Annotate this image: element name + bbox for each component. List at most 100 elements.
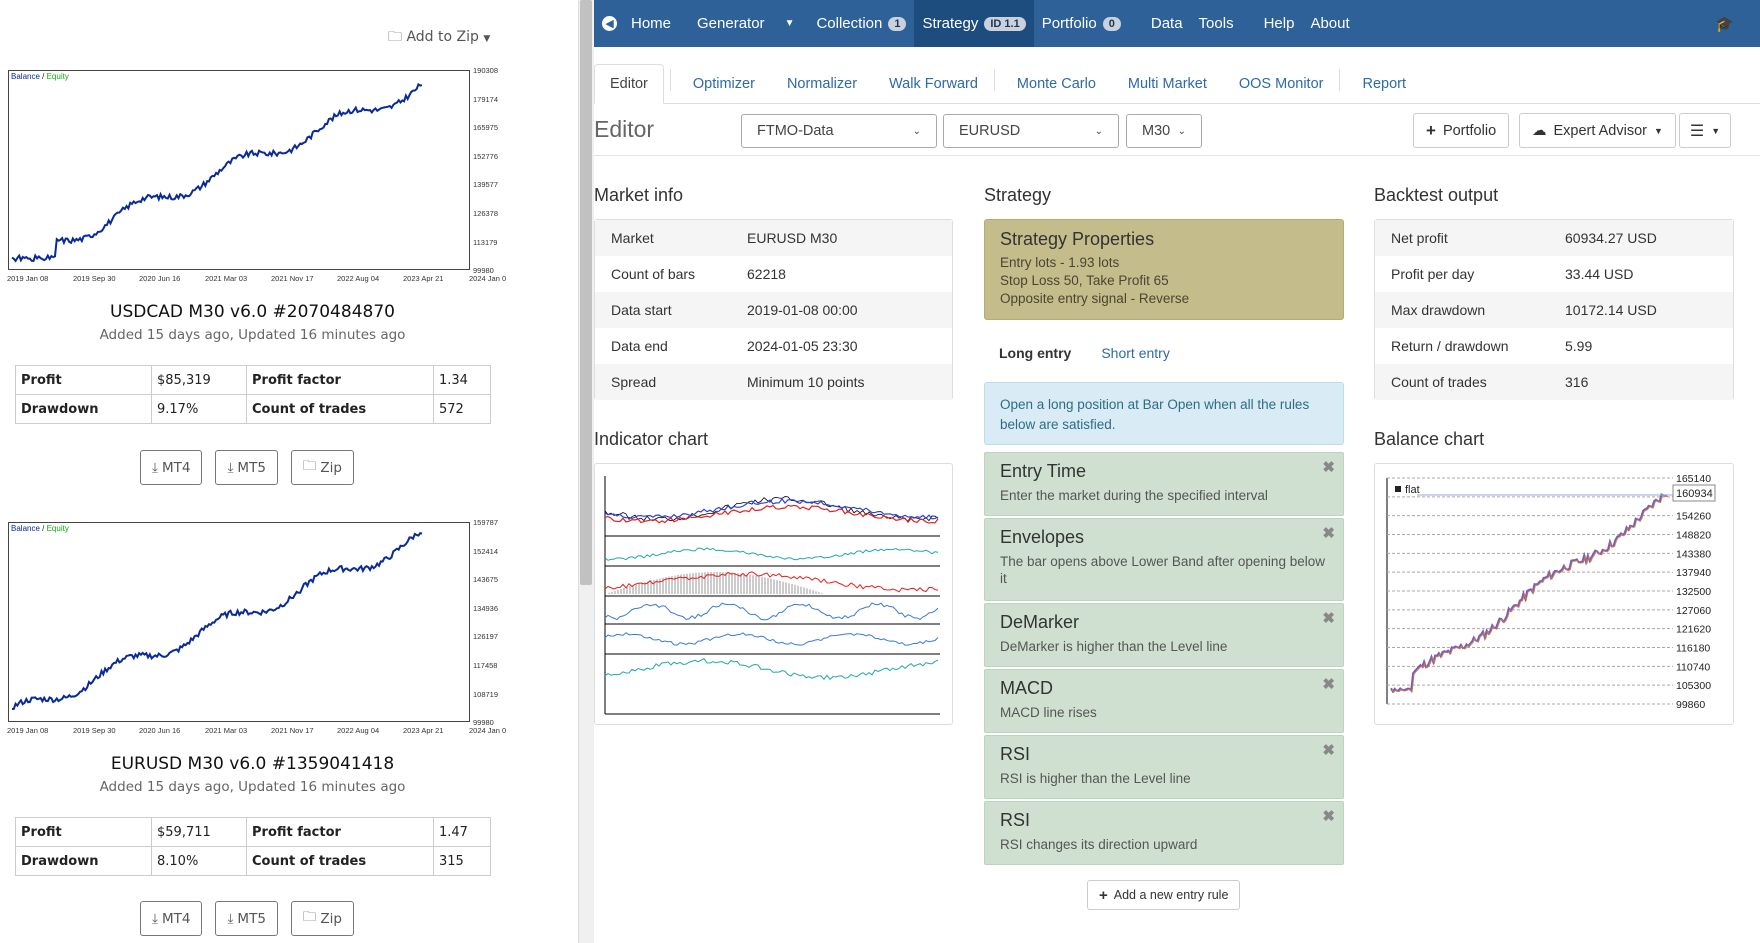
nav-strategy[interactable]: Strategy ID 1.1: [914, 0, 1034, 47]
legend-swatch: [1395, 486, 1401, 492]
expert-advisor-button[interactable]: ☁ Expert Advisor ▼: [1519, 113, 1676, 148]
chevron-down-icon: ⌄: [1094, 125, 1103, 137]
entry-rule-card[interactable]: MACD MACD line rises ✖: [984, 669, 1344, 733]
caret-down-icon: ▼: [1654, 125, 1663, 136]
data-source-select[interactable]: FTMO-Data ⌄: [741, 114, 937, 148]
nav-generator[interactable]: Generator ▼: [689, 0, 802, 47]
nav-home[interactable]: ◀ Home: [594, 0, 679, 47]
close-icon[interactable]: ✖: [1322, 610, 1335, 627]
add-to-zip-button[interactable]: 🗀 Add to Zip ▼: [388, 26, 490, 50]
close-icon[interactable]: ✖: [1322, 676, 1335, 693]
backtest-label: Net profit: [1391, 230, 1448, 246]
tab-report[interactable]: Report: [1362, 76, 1407, 92]
strategy-properties-title: Strategy Properties: [1000, 229, 1155, 249]
scrollbar-thumb[interactable]: [580, 0, 592, 585]
balance-line: [11, 532, 423, 710]
add-entry-rule-button[interactable]: + Add a new entry rule: [1087, 880, 1241, 910]
tab-oos-monitor[interactable]: OOS Monitor: [1238, 76, 1324, 92]
y-tick-label: 154260: [1676, 511, 1711, 523]
tab-monte-carlo[interactable]: Monte Carlo: [1016, 76, 1096, 92]
symbol-select[interactable]: EURUSD ⌄: [943, 114, 1119, 148]
cloud-download-icon: ☁: [1532, 122, 1547, 139]
symbol-value: EURUSD: [959, 123, 1021, 139]
strategy-title[interactable]: EURUSD M30 v6.0 #1359041418: [110, 754, 395, 774]
x-tick-label: 2019 Sep 30: [73, 726, 116, 735]
download-mt4-label: MT4: [161, 910, 191, 927]
nav-data[interactable]: Data: [1150, 15, 1183, 32]
close-icon[interactable]: ✖: [1322, 525, 1335, 542]
period-value: M30: [1142, 123, 1171, 139]
x-tick-label: 2019 Sep 30: [73, 274, 116, 283]
stats-table: Profit $85,319 Profit factor 1.34 Drawdown 9…: [15, 365, 491, 424]
download-zip-button[interactable]: 🗀 Zip: [290, 901, 354, 936]
graduation-cap-icon[interactable]: 🎓: [1715, 15, 1734, 33]
demarker-line: [604, 547, 939, 561]
current-value-box: [1672, 484, 1716, 502]
y-tick-label: 126197: [473, 632, 499, 642]
strategy-properties-panel[interactable]: Strategy Properties Entry lots - 1.93 lo…: [984, 219, 1344, 320]
nav-portfolio[interactable]: Portfolio 0: [1034, 0, 1129, 47]
nav-about[interactable]: About: [1310, 15, 1350, 32]
entry-rule-card[interactable]: RSI RSI changes its direction upward ✖: [984, 801, 1344, 865]
tab-multi-market[interactable]: Multi Market: [1127, 76, 1207, 92]
y-tick-label: 190308: [473, 66, 499, 75]
tab-optimizer[interactable]: Optimizer: [692, 76, 755, 92]
download-mt5-button[interactable]: ⤓ MT5: [215, 450, 278, 485]
entry-lots-text: Entry lots - 1.93 lots: [1000, 255, 1120, 270]
tab-walk-forward[interactable]: Walk Forward: [889, 76, 978, 92]
download-mt5-label: MT5: [237, 459, 266, 476]
expert-advisor-label: Expert Advisor: [1553, 122, 1648, 139]
collection-count-badge: 1: [888, 16, 907, 31]
nav-collection[interactable]: Collection 1: [808, 0, 914, 47]
tab-separator: [993, 69, 995, 91]
rule-description: Enter the market during the specified in…: [1000, 488, 1268, 503]
y-tick-label: 152414: [473, 546, 499, 556]
x-tick-label: 2019 Jan 08: [7, 726, 49, 735]
stop-loss-take-profit-text: Stop Loss 50, Take Profit 65: [1000, 273, 1169, 288]
period-select[interactable]: M30 ⌄: [1126, 114, 1202, 148]
market-info-label: Spread: [611, 374, 657, 390]
top-navbar: ◀ Home Generator ▼ Collection 1 Strategy ID …: [594, 0, 1760, 47]
add-to-portfolio-button[interactable]: + Portfolio: [1413, 113, 1510, 148]
strategy-id-badge: ID 1.1: [984, 16, 1026, 31]
download-zip-button[interactable]: 🗀 Zip: [290, 450, 354, 485]
download-mt4-button[interactable]: ⤓ MT4: [140, 450, 203, 485]
nav-generator-label: Generator: [697, 15, 765, 32]
backtest-value: 60934.27 USD: [1565, 230, 1657, 246]
rule-title: Entry Time: [1000, 461, 1087, 481]
download-mt5-label: MT5: [237, 910, 266, 927]
count-of-trades-value: 315: [433, 846, 491, 876]
rsi-line: [604, 658, 939, 681]
download-zip-label: Zip: [320, 459, 342, 476]
tab-editor[interactable]: Editor: [594, 64, 664, 104]
entry-rule-card[interactable]: DeMarker DeMarker is higher than the Leve…: [984, 603, 1344, 667]
nav-tools[interactable]: Tools: [1198, 15, 1234, 32]
entry-rule-card[interactable]: RSI RSI is higher than the Level line ✖: [984, 735, 1344, 799]
download-mt4-button[interactable]: ⤓ MT4: [140, 901, 203, 936]
tab-short-entry[interactable]: Short entry: [1101, 345, 1170, 361]
backtest-label: Return / drawdown: [1391, 338, 1509, 354]
menu-button[interactable]: ☰ ▼: [1679, 113, 1731, 148]
backtest-row: Max drawdown 10172.14 USD: [1375, 292, 1733, 328]
arrow-left-circle-icon: ◀: [602, 16, 617, 31]
backtest-value: 5.99: [1565, 338, 1593, 354]
strategy-title[interactable]: USDCAD M30 v6.0 #2070484870: [110, 302, 395, 322]
strategy-subtitle: Added 15 days ago, Updated 16 minutes ag…: [99, 327, 406, 343]
entry-rule-card[interactable]: Envelopes The bar opens above Lower Band …: [984, 518, 1344, 601]
y-tick-label: 159787: [473, 518, 499, 527]
y-tick-label: 117458: [473, 661, 498, 670]
entry-rule-card[interactable]: Entry Time Enter the market during the sp…: [984, 452, 1344, 516]
strategy-editor-app: ◀ Home Generator ▼ Collection 1 Strategy ID …: [594, 0, 1760, 943]
drawdown-label: Drawdown: [15, 394, 152, 424]
download-mt5-button[interactable]: ⤓ MT5: [215, 901, 278, 936]
balance-candles: [1391, 494, 1669, 694]
rule-description: The bar opens above Lower Band after ope…: [1000, 554, 1325, 586]
tab-normalizer[interactable]: Normalizer: [786, 76, 858, 92]
close-icon[interactable]: ✖: [1322, 808, 1335, 825]
close-icon[interactable]: ✖: [1322, 742, 1335, 759]
nav-help[interactable]: Help: [1263, 15, 1295, 32]
caret-down-icon: ▼: [784, 18, 795, 29]
close-icon[interactable]: ✖: [1322, 459, 1335, 476]
tab-long-entry[interactable]: Long entry: [999, 345, 1072, 361]
indicator-chart-heading: Indicator chart: [594, 429, 709, 449]
